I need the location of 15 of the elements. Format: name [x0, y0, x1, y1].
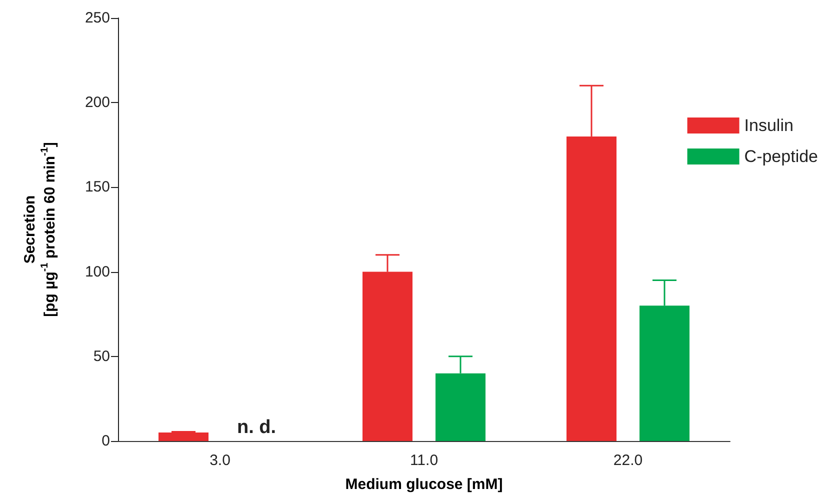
- x-tick-label: 22.0: [613, 452, 643, 469]
- y-tick-label: 50: [93, 348, 110, 365]
- y-tick-label: 200: [84, 94, 110, 112]
- y-axis-title: Secretion [pg µg-1 protein 60 min-1]: [22, 142, 58, 317]
- y-tick-label: 250: [84, 10, 110, 26]
- annotation: n. d.: [236, 417, 276, 438]
- y-tick-label: 150: [84, 178, 110, 196]
- legend-label: C-peptide: [744, 147, 818, 166]
- x-axis-title: Medium glucose [mM]: [345, 476, 503, 493]
- x-tick-label: 3.0: [210, 452, 230, 469]
- y-tick-label: 0: [102, 432, 110, 450]
- x-tick-label: 11.0: [410, 452, 438, 469]
- legend-label: Insulin: [744, 116, 794, 135]
- y-tick-label: 100: [84, 263, 110, 280]
- bar: [158, 432, 208, 441]
